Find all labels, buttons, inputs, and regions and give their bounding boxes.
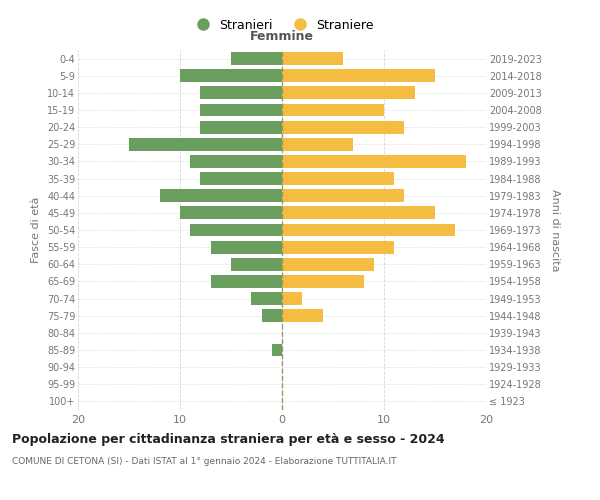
- Bar: [282, 172, 394, 185]
- Bar: [282, 104, 384, 117]
- Text: COMUNE DI CETONA (SI) - Dati ISTAT al 1° gennaio 2024 - Elaborazione TUTTITALIA.: COMUNE DI CETONA (SI) - Dati ISTAT al 1°…: [12, 457, 397, 466]
- Bar: [200, 120, 282, 134]
- Bar: [190, 224, 282, 236]
- Bar: [282, 190, 404, 202]
- Bar: [282, 224, 455, 236]
- Bar: [200, 104, 282, 117]
- Bar: [282, 70, 435, 82]
- Bar: [190, 155, 282, 168]
- Bar: [180, 70, 282, 82]
- Bar: [200, 86, 282, 100]
- Bar: [282, 310, 323, 322]
- Bar: [129, 138, 282, 150]
- Bar: [282, 275, 364, 288]
- Text: Popolazione per cittadinanza straniera per età e sesso - 2024: Popolazione per cittadinanza straniera p…: [12, 432, 445, 446]
- Bar: [272, 344, 282, 356]
- Bar: [282, 206, 435, 220]
- Bar: [231, 52, 282, 65]
- Bar: [282, 120, 404, 134]
- Bar: [211, 240, 282, 254]
- Bar: [282, 86, 415, 100]
- Bar: [211, 275, 282, 288]
- Bar: [262, 310, 282, 322]
- Bar: [282, 138, 353, 150]
- Y-axis label: Anni di nascita: Anni di nascita: [550, 188, 560, 271]
- Bar: [282, 52, 343, 65]
- Text: Femmine: Femmine: [250, 30, 314, 43]
- Bar: [160, 190, 282, 202]
- Bar: [180, 206, 282, 220]
- Legend: Stranieri, Straniere: Stranieri, Straniere: [185, 14, 379, 37]
- Bar: [200, 172, 282, 185]
- Bar: [282, 258, 374, 270]
- Y-axis label: Fasce di età: Fasce di età: [31, 197, 41, 263]
- Bar: [251, 292, 282, 305]
- Bar: [282, 240, 394, 254]
- Bar: [231, 258, 282, 270]
- Bar: [282, 155, 466, 168]
- Bar: [282, 292, 302, 305]
